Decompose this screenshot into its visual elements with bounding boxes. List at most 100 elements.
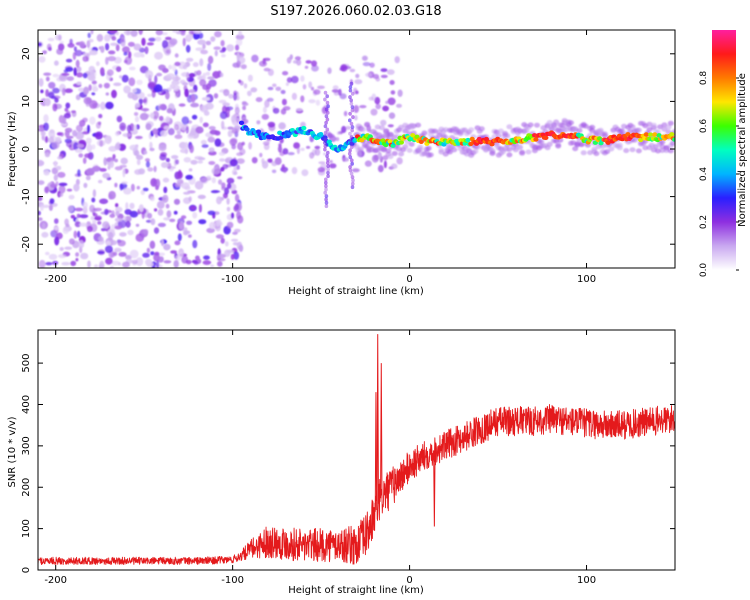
spectrogram-cell <box>391 151 398 156</box>
spectrogram-cell <box>189 144 194 154</box>
spectrogram-cell <box>54 218 59 224</box>
spectrogram-cell <box>153 227 160 234</box>
spectrogram-cell <box>172 85 180 91</box>
spectrogram-cell <box>161 162 169 168</box>
ridge-cell <box>301 125 307 131</box>
spectrogram-cell <box>200 49 209 55</box>
spectrogram-cell <box>285 82 289 86</box>
spectrogram-cell <box>353 105 360 113</box>
spectrogram-cell <box>119 232 127 237</box>
spectrogram-cell <box>512 147 519 153</box>
spectrogram-cell <box>309 152 315 159</box>
spectrogram-cell <box>142 229 149 235</box>
snr-x-label: Height of straight line (km) <box>288 585 424 596</box>
spectrogram-cell <box>98 121 102 126</box>
spectrogram-cell <box>119 75 123 79</box>
spectrogram-cell <box>282 168 287 174</box>
spectrogram-cell <box>61 261 71 266</box>
spectrogram-cell <box>324 187 328 192</box>
spectrogram-cell <box>73 183 80 192</box>
snr-frame <box>37 329 676 571</box>
spectrogram-cell <box>148 37 156 42</box>
spectrogram-cell <box>350 185 355 190</box>
spectrogram-cell <box>135 144 139 148</box>
spectrogram-cell <box>313 89 321 95</box>
spectrogram-cell <box>325 117 330 122</box>
spectrogram-cell <box>75 252 80 257</box>
spectrogram-cell <box>191 259 198 264</box>
spectrogram-cell <box>197 194 206 200</box>
spectrogram-cell <box>100 101 106 110</box>
spectrogram-cell <box>54 97 59 103</box>
spectrogram-cell <box>82 201 88 209</box>
spectrogram-cell <box>132 88 137 93</box>
spectrogram-cell <box>152 110 159 120</box>
spectrogram-cell <box>108 30 118 34</box>
spectrogram-cell <box>302 84 307 90</box>
spectrogram-cell <box>203 255 210 260</box>
spectrogram-cell <box>225 106 230 115</box>
spectrogram-cell <box>231 189 238 195</box>
spectrogram-cell <box>323 134 327 139</box>
spectrogram-cell <box>349 135 354 140</box>
spectrogram-cell <box>94 264 99 268</box>
ridge-cell <box>418 139 424 144</box>
spectrogram-cell <box>45 76 50 82</box>
spectrogram-cell <box>76 213 81 219</box>
spectrogram-cell <box>145 123 152 131</box>
spectrogram-x-tick-label: 0 <box>406 274 412 285</box>
spectrogram-cell <box>38 159 45 167</box>
spectrogram-cell <box>190 159 198 165</box>
spectrogram-cell <box>211 177 216 184</box>
spectrogram-cell <box>341 64 347 72</box>
spectrogram-cell <box>349 68 356 73</box>
spectrogram-cell <box>125 254 132 260</box>
spectrogram-cell <box>123 85 131 94</box>
spectrogram-cell <box>100 67 105 76</box>
spectrogram-cell <box>237 176 243 180</box>
spectrogram-cell <box>111 210 115 216</box>
spectrogram-cell <box>176 179 184 185</box>
spectrogram-cell <box>198 219 207 225</box>
spectrogram-cell <box>186 220 193 225</box>
spectrogram-cell <box>325 94 330 99</box>
spectrogram-cell <box>287 152 295 156</box>
spectrogram-cell <box>161 32 168 36</box>
spectrogram-cell <box>165 203 170 209</box>
spectrogram-cell <box>75 59 80 68</box>
spectrogram-cell <box>56 132 63 136</box>
spectrogram-cell <box>90 216 95 221</box>
spectrogram-cell <box>196 70 202 76</box>
spectrogram-cell <box>382 155 389 161</box>
spectrogram-cell <box>211 190 221 193</box>
spectrogram-cell <box>64 107 69 112</box>
spectrogram-cell <box>56 165 62 171</box>
spectrogram-cell <box>387 124 394 128</box>
spectrogram-cell <box>364 121 371 127</box>
spectrogram-cell <box>192 62 199 68</box>
spectrogram-cell <box>163 125 170 130</box>
spectrogram-cell <box>43 169 50 176</box>
spectrogram-cell <box>555 143 562 149</box>
spectrogram-cell <box>83 96 92 105</box>
spectrogram-cell <box>192 239 198 249</box>
spectrogram-cell <box>305 60 312 64</box>
spectrogram-cell <box>235 34 245 40</box>
spectrogram-cell <box>124 208 132 215</box>
spectrogram-cell <box>241 102 249 107</box>
spectrogram-cell <box>349 141 354 146</box>
spectrogram-cell <box>78 153 84 158</box>
spectrogram-cell <box>77 230 81 238</box>
spectrogram-cell <box>396 103 402 108</box>
spectrogram-cell <box>618 128 625 134</box>
spectrogram-cell <box>211 167 220 175</box>
spectrogram-cell <box>221 54 226 58</box>
spectrogram-cell <box>234 228 241 233</box>
spectrogram-cell <box>138 98 143 105</box>
spectrogram-cell <box>75 94 81 101</box>
spectrogram-cell <box>351 168 360 173</box>
spectrogram-cell <box>342 157 349 162</box>
spectrogram-cell <box>114 158 118 163</box>
colorbar-label: Normalized spectral amplitude <box>737 73 748 227</box>
spectrogram-cell <box>88 50 98 56</box>
